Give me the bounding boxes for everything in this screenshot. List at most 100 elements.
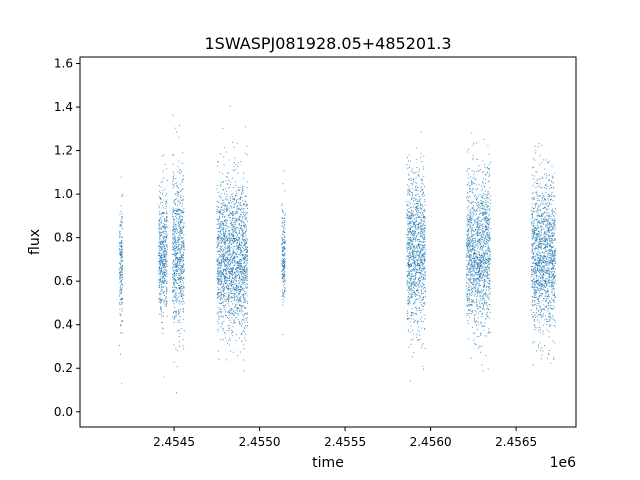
data-point bbox=[241, 288, 243, 290]
data-point bbox=[217, 306, 219, 308]
data-point bbox=[232, 331, 234, 333]
data-point bbox=[237, 201, 240, 204]
data-point bbox=[245, 203, 247, 205]
data-point bbox=[424, 268, 426, 270]
data-point bbox=[241, 270, 243, 272]
data-point bbox=[163, 281, 165, 283]
data-point bbox=[222, 221, 224, 223]
data-point bbox=[239, 297, 241, 299]
data-point bbox=[241, 325, 243, 327]
data-point bbox=[422, 194, 424, 196]
data-point bbox=[408, 275, 411, 277]
data-point bbox=[283, 284, 285, 286]
data-point bbox=[217, 350, 219, 352]
data-point bbox=[243, 294, 245, 297]
data-point bbox=[233, 187, 235, 189]
data-point bbox=[416, 203, 418, 205]
data-point bbox=[121, 332, 123, 334]
data-point bbox=[281, 276, 283, 278]
data-point bbox=[488, 220, 490, 222]
data-point bbox=[218, 256, 220, 259]
data-point bbox=[120, 176, 122, 178]
data-point bbox=[163, 240, 165, 242]
data-point bbox=[175, 313, 177, 315]
data-point bbox=[412, 213, 414, 215]
data-point bbox=[246, 268, 248, 270]
data-point bbox=[230, 212, 232, 214]
data-point bbox=[418, 232, 420, 234]
data-point bbox=[228, 283, 230, 285]
data-point bbox=[175, 252, 177, 254]
data-point bbox=[225, 260, 227, 262]
data-point bbox=[162, 170, 164, 172]
data-point bbox=[179, 225, 181, 227]
data-point bbox=[409, 282, 411, 284]
data-point bbox=[411, 288, 413, 290]
data-point bbox=[283, 228, 285, 230]
data-point bbox=[414, 274, 416, 277]
data-point bbox=[482, 306, 485, 308]
data-point bbox=[467, 338, 470, 340]
data-point bbox=[159, 231, 161, 233]
data-point bbox=[244, 242, 246, 244]
data-point bbox=[413, 256, 415, 258]
data-point bbox=[466, 240, 468, 242]
data-point bbox=[406, 258, 408, 260]
data-point bbox=[228, 179, 230, 181]
data-point bbox=[415, 226, 417, 228]
data-point bbox=[471, 192, 474, 194]
data-point bbox=[417, 251, 419, 253]
data-point bbox=[488, 222, 490, 224]
data-point bbox=[241, 253, 243, 255]
data-point bbox=[180, 246, 182, 248]
data-point bbox=[164, 224, 166, 226]
data-point bbox=[422, 237, 424, 239]
data-point bbox=[159, 294, 161, 296]
data-point bbox=[421, 183, 423, 185]
data-point bbox=[118, 295, 120, 297]
data-point bbox=[472, 159, 474, 161]
data-point bbox=[417, 281, 419, 283]
data-point bbox=[486, 266, 488, 268]
data-point bbox=[420, 270, 422, 272]
data-point bbox=[224, 247, 226, 249]
data-point bbox=[416, 261, 419, 263]
data-point bbox=[219, 231, 222, 233]
data-point bbox=[162, 215, 164, 217]
data-point bbox=[469, 202, 471, 204]
data-point bbox=[482, 240, 484, 242]
data-point bbox=[417, 265, 419, 267]
data-point bbox=[121, 297, 123, 299]
data-point bbox=[413, 284, 416, 286]
data-point bbox=[158, 263, 160, 265]
data-point bbox=[409, 154, 411, 156]
data-point bbox=[235, 212, 237, 214]
data-point bbox=[422, 168, 424, 170]
data-point bbox=[230, 222, 232, 224]
data-point bbox=[471, 242, 473, 244]
data-point bbox=[484, 213, 486, 215]
data-point bbox=[227, 288, 229, 290]
data-point bbox=[219, 196, 221, 198]
data-point bbox=[423, 287, 426, 289]
data-point bbox=[161, 315, 163, 318]
data-point bbox=[284, 190, 286, 192]
data-point bbox=[178, 160, 180, 162]
data-point bbox=[421, 270, 423, 272]
data-point bbox=[236, 284, 238, 287]
data-point bbox=[284, 296, 286, 298]
data-point bbox=[473, 271, 476, 273]
observation-cluster bbox=[171, 114, 185, 394]
data-point bbox=[225, 276, 227, 278]
data-point bbox=[473, 193, 475, 195]
data-point bbox=[179, 216, 181, 218]
data-point bbox=[467, 267, 469, 269]
data-point bbox=[120, 251, 122, 253]
data-point bbox=[421, 224, 424, 226]
data-point bbox=[424, 224, 426, 226]
data-point bbox=[175, 291, 177, 293]
data-point bbox=[222, 301, 224, 303]
data-point bbox=[417, 320, 420, 323]
data-point bbox=[409, 255, 411, 257]
data-point bbox=[181, 242, 183, 244]
